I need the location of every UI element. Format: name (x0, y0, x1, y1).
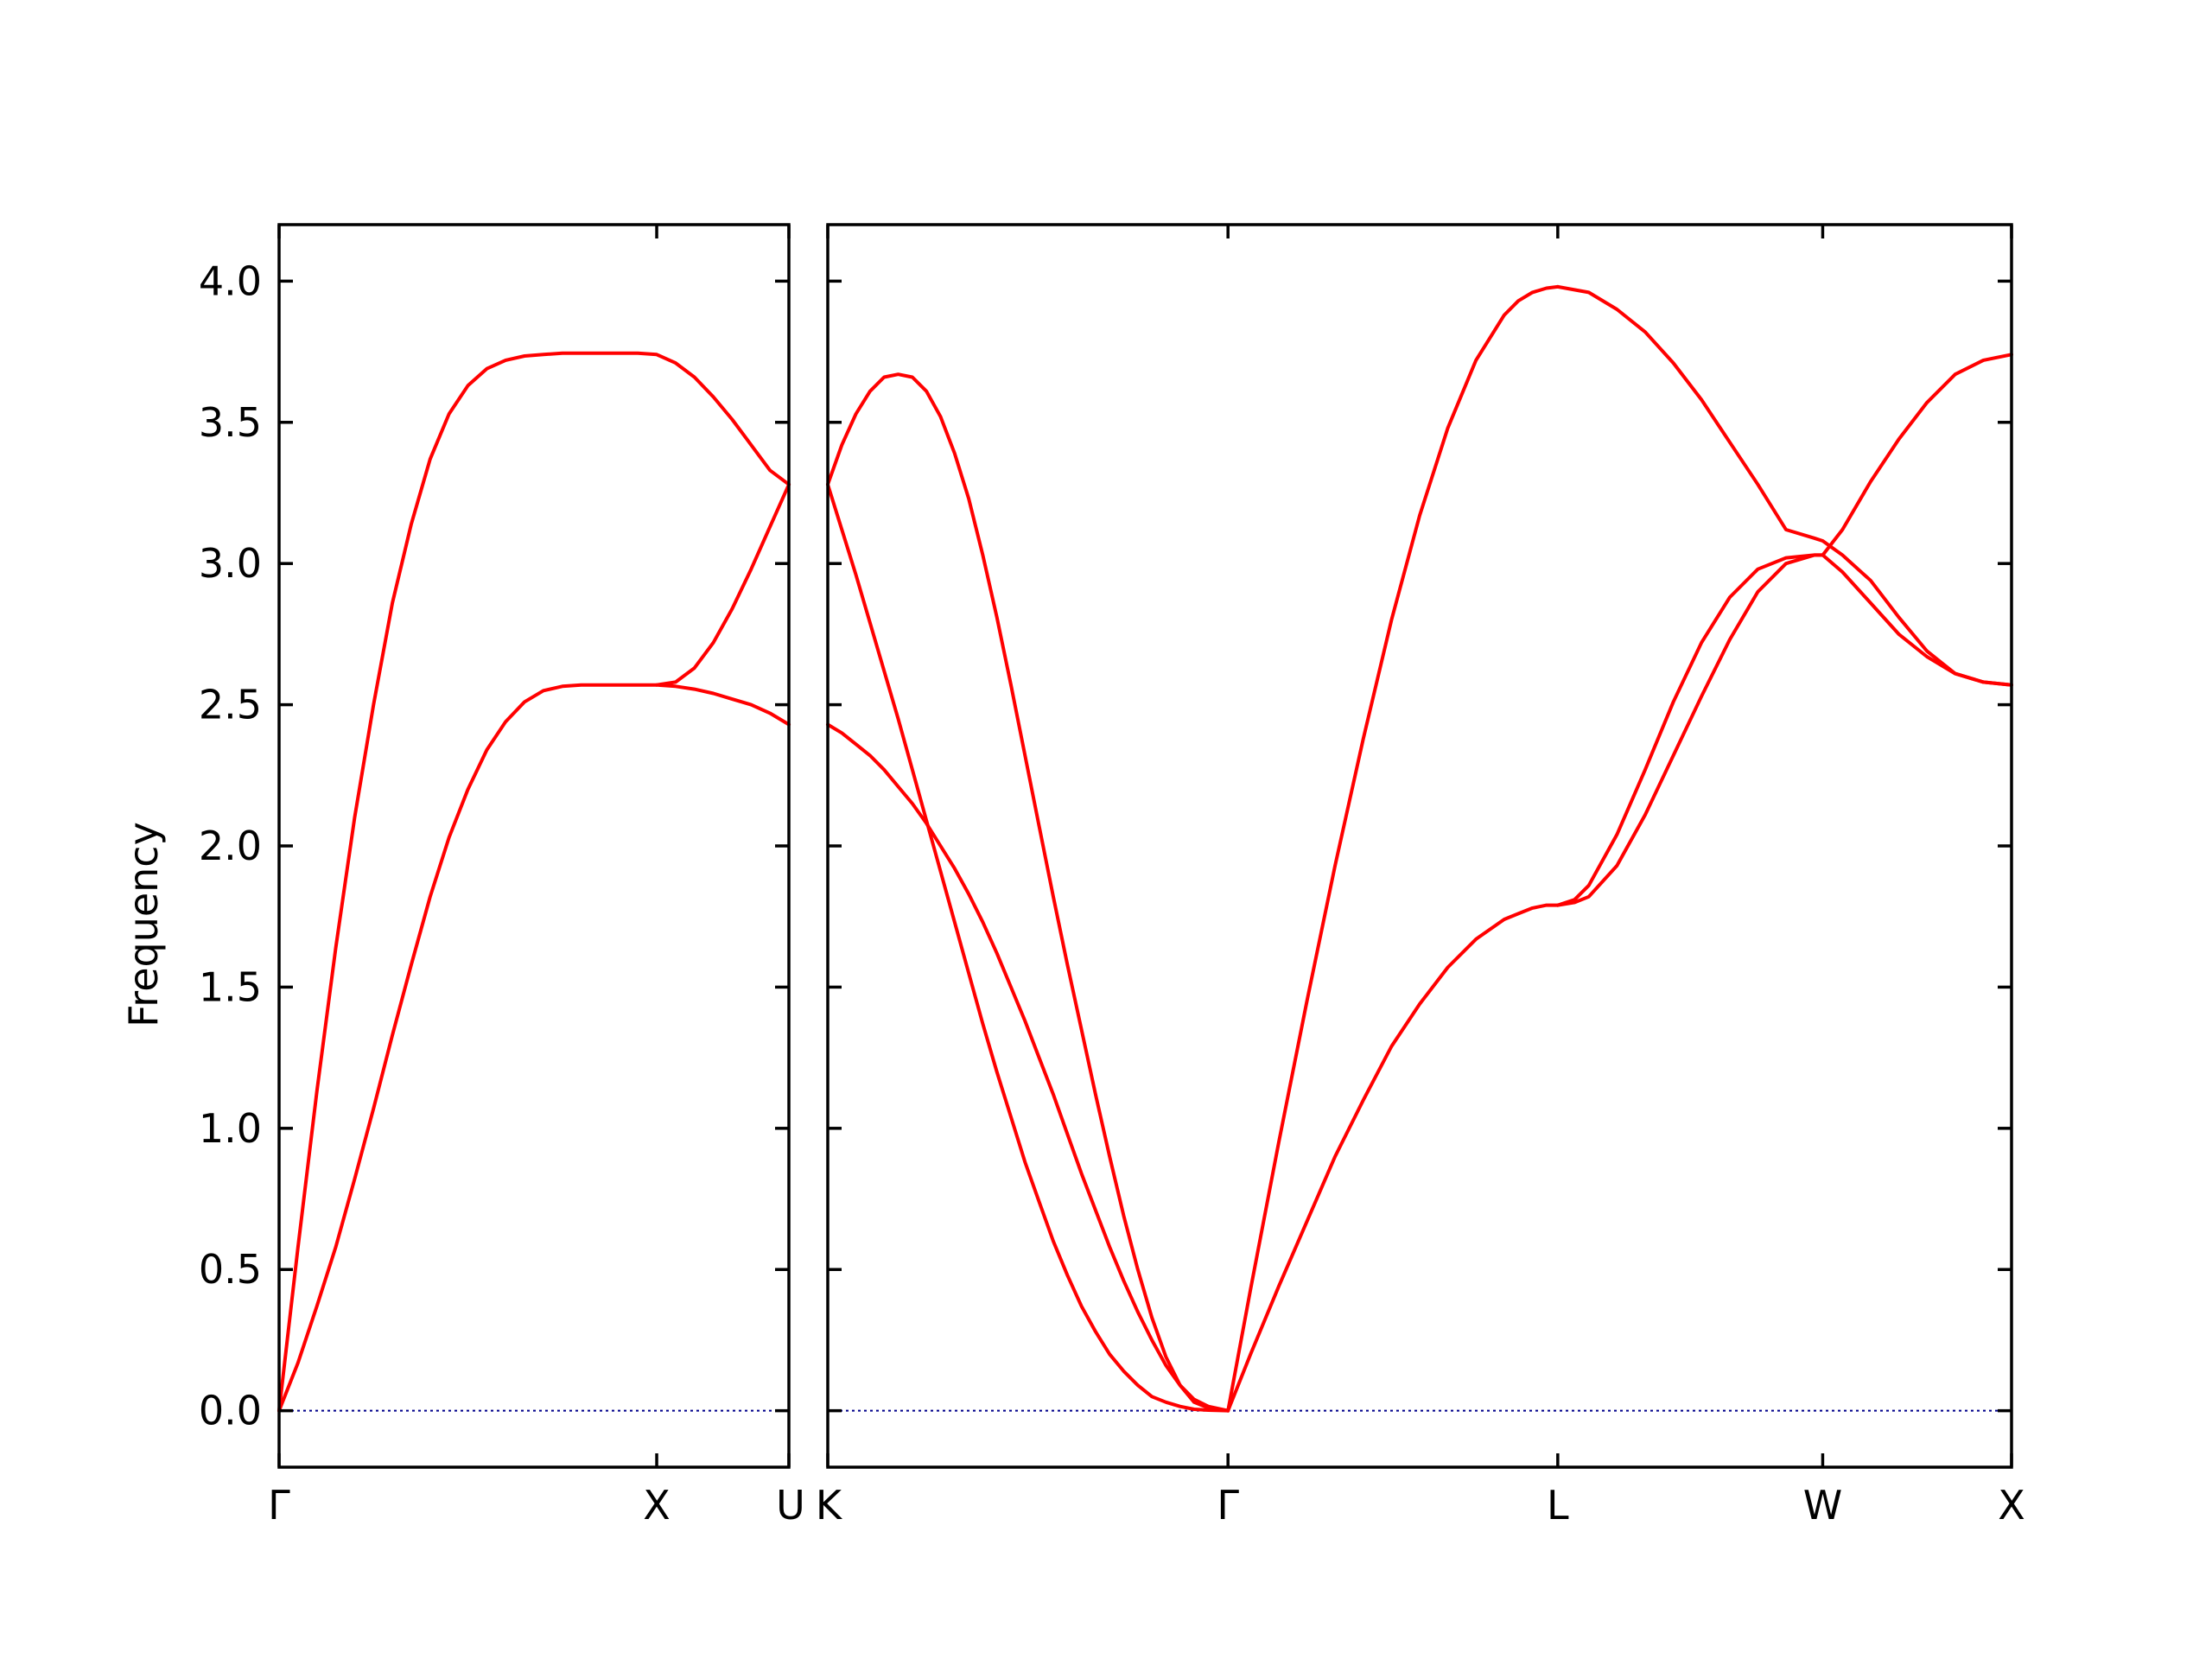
x-tick-label: X (643, 1482, 671, 1529)
panel-frame-1 (277, 223, 791, 1469)
band-panel-2-4 (1226, 284, 1560, 1413)
band-panel-2-7 (1555, 553, 2013, 907)
y-tick-label: 1.0 (199, 1105, 262, 1152)
band-panel-1-2 (277, 482, 791, 1413)
y-tick-label: 0.0 (199, 1388, 262, 1434)
y-tick-label: 3.0 (199, 540, 262, 587)
panel-frames (277, 223, 2013, 1469)
tick-labels: Γ X U K Γ L W X 0.0 0.5 1.0 1.5 2.0 2.5 3.0 3.5 4.0 (199, 257, 2025, 1529)
y-tick-label: 3.5 (199, 399, 262, 446)
panel-frame-2 (826, 223, 2013, 1469)
band-panel-2-5 (1226, 903, 1560, 1413)
band-panel-2-1 (826, 372, 1230, 1413)
x-tick-label: X (1998, 1482, 2025, 1529)
x-tick-label: Γ (268, 1482, 290, 1529)
y-tick-label: 2.0 (199, 823, 262, 869)
y-axis-label: Frequency (120, 822, 167, 1027)
band-panel-1-3 (655, 683, 791, 727)
y-tick-label: 2.5 (199, 682, 262, 728)
y-tick-label: 0.5 (199, 1246, 262, 1293)
band-panel-2-6 (1555, 284, 2013, 687)
y-tick-label: 4.0 (199, 257, 262, 304)
band-panel-2-3 (826, 722, 1230, 1413)
y-tick-label: 1.5 (199, 963, 262, 1010)
ticks (277, 225, 2013, 1467)
band-panel-2-8 (1555, 353, 2013, 907)
x-tick-label: L (1547, 1482, 1569, 1529)
band-panel-1-1 (277, 351, 791, 1413)
x-tick-label: U (776, 1482, 805, 1529)
band-panel-2-2 (826, 482, 1230, 1413)
x-tick-label: Γ (1217, 1482, 1239, 1529)
x-tick-label: W (1803, 1482, 1842, 1529)
band-lines (277, 284, 2013, 1413)
x-tick-label: K (816, 1482, 843, 1529)
